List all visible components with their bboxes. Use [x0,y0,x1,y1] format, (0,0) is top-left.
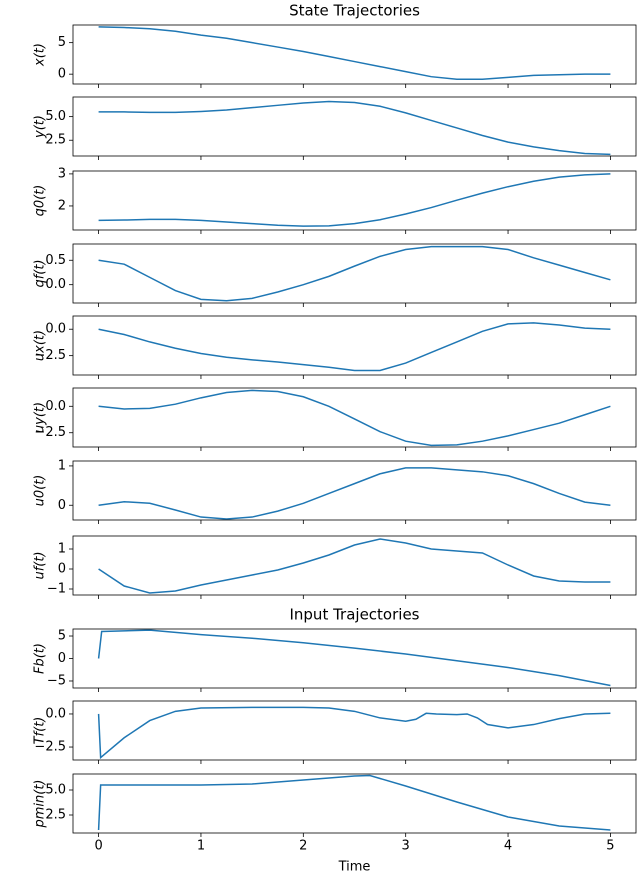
x-tick-label: 1 [197,839,205,854]
axes-frame [72,243,637,304]
y-axis-label: x(t) [33,43,48,67]
x-axis-label: Time [338,860,371,875]
y-tick-label: 0.0 [45,399,66,414]
line [98,173,611,227]
y-tick-label: 0 [58,67,66,82]
axes-frame [72,773,637,834]
y-tick-label: 0.0 [45,706,66,721]
line [97,706,611,760]
y-tick-label: 2 [58,198,66,213]
y-tick-label: 5 [58,629,66,644]
axes-frame [72,170,637,231]
y-tick-label: 0 [58,562,66,577]
y-tick-label: 2.5 [45,133,66,148]
x-tick-label: 0 [94,839,102,854]
line [97,774,611,831]
y-tick-label: 0.5 [45,253,66,268]
y-tick-label: 1 [58,542,66,557]
y-axis-label: uf(t) [33,551,48,579]
y-tick-label: 5.0 [45,109,66,124]
y-tick-label: −2.5 [34,740,66,755]
y-tick-label: 2.5 [45,808,66,823]
y-tick-label: 0 [58,651,66,666]
y-tick-label: 5 [58,35,66,50]
axes-frame [72,460,637,521]
line [98,245,611,302]
y-axis-label: ux(t) [33,330,48,361]
axes-frame [72,315,637,376]
subplot-title: State Trajectories [289,2,420,20]
y-tick-label: −5 [47,673,66,688]
axes-frame [72,535,637,596]
y-axis-label: y(t) [33,115,48,139]
y-axis-label: pmin(t) [33,779,48,828]
y-axis-label: u0(t) [33,475,48,507]
y-tick-label: 0.0 [45,277,66,292]
line [98,389,611,447]
y-tick-label: 0 [58,498,66,513]
y-axis-label: Fb(t) [33,643,48,674]
x-tick-label: 5 [606,839,614,854]
axes-frame [72,96,637,157]
y-axis-label: qf(t) [33,259,48,287]
y-tick-label: −2.5 [34,425,66,440]
line [98,322,611,372]
line [98,467,611,520]
x-tick-label: 2 [299,839,307,854]
line [98,538,611,594]
y-tick-label: 3 [58,166,66,181]
axes-frame [72,700,637,761]
y-tick-label: −2.5 [34,348,66,363]
y-axis-label: q0(t) [33,185,48,217]
y-tick-label: 0.0 [45,322,66,337]
y-tick-label: 1 [58,458,66,473]
x-tick-label: 3 [402,839,410,854]
y-tick-label: −1 [47,582,66,597]
axes-frame [72,24,637,85]
y-tick-label: 5.0 [45,783,66,798]
y-axis-label: Tf(t) [33,717,48,745]
line [98,26,611,80]
subplot-title: Input Trajectories [289,606,419,624]
axes-frame [72,387,637,448]
axes-frame [72,628,637,689]
line [98,100,611,156]
x-tick-label: 4 [504,839,512,854]
y-axis-label: uy(t) [33,402,48,433]
line [97,629,611,687]
